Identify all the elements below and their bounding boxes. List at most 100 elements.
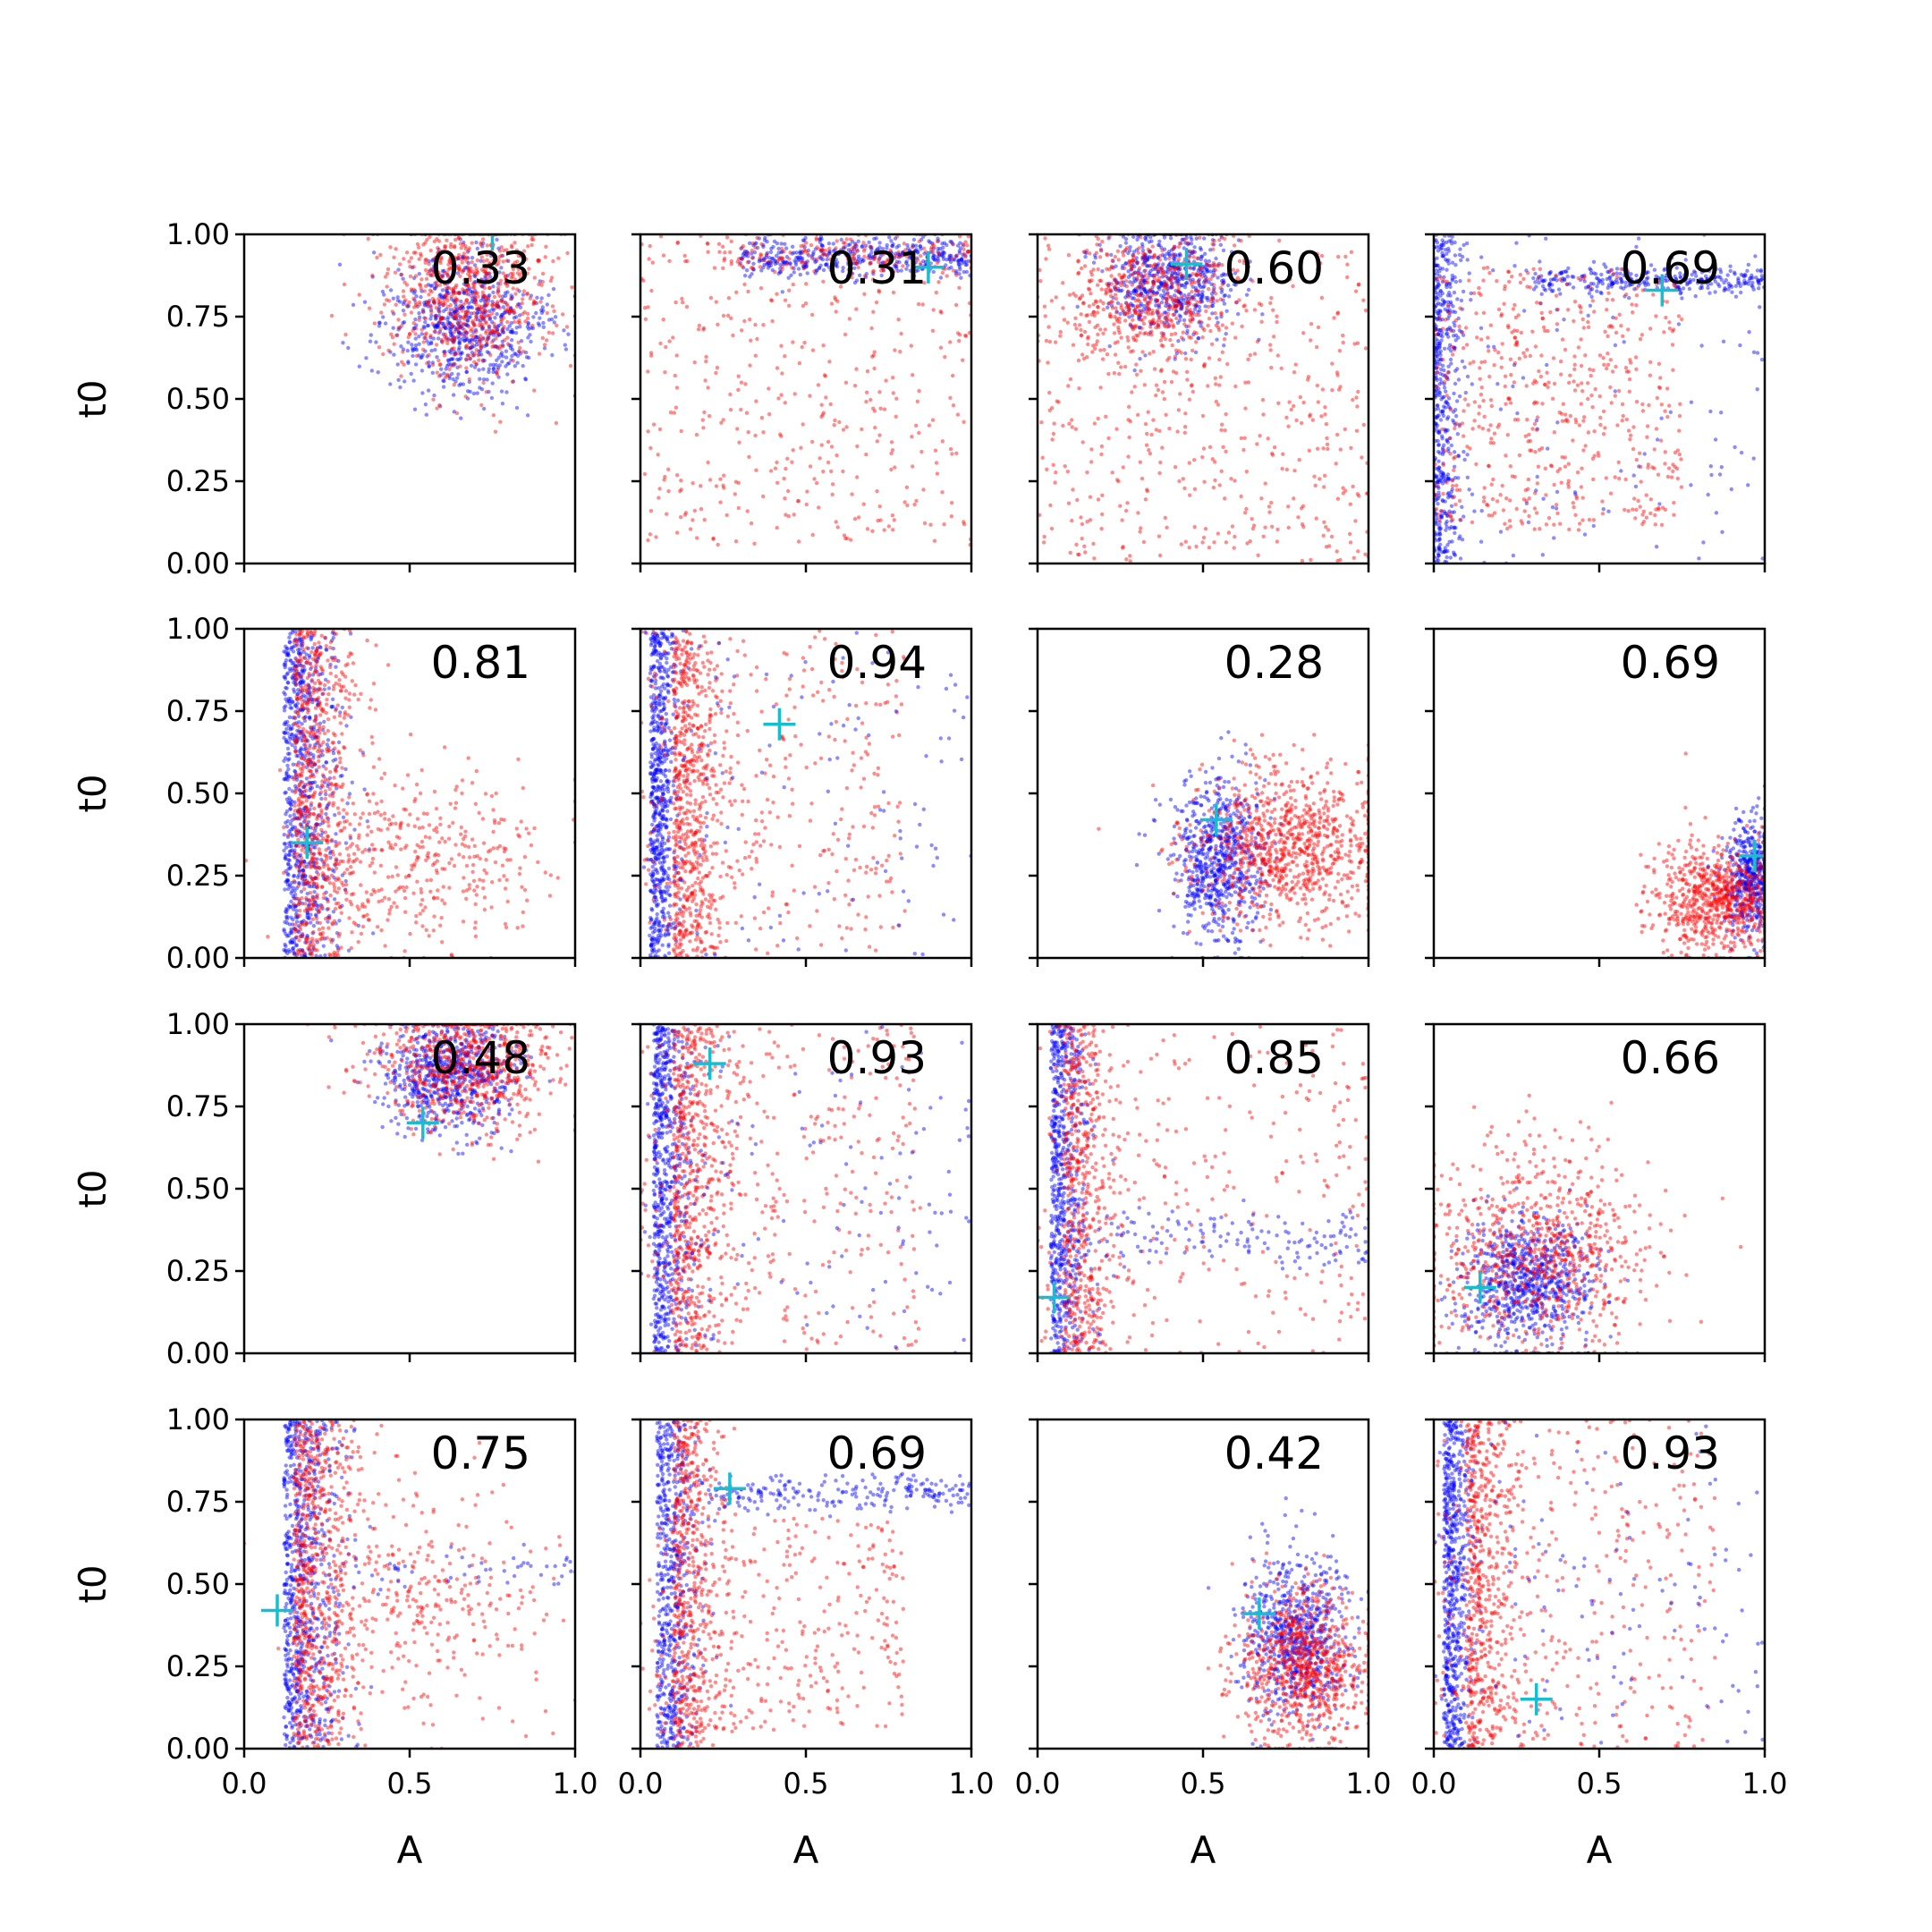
point-blue xyxy=(1562,276,1567,281)
point-blue xyxy=(1453,324,1457,328)
point-blue xyxy=(1453,408,1458,412)
point-red xyxy=(784,262,789,267)
point-red xyxy=(453,313,457,318)
point-red xyxy=(1165,358,1170,362)
point-red xyxy=(479,311,485,316)
point-red xyxy=(1053,480,1057,485)
point-red xyxy=(911,464,915,469)
point-blue xyxy=(1690,272,1694,277)
point-red xyxy=(852,517,858,521)
point-red xyxy=(417,257,421,261)
point-red xyxy=(1066,253,1072,258)
point-blue xyxy=(425,354,429,359)
point-red xyxy=(434,284,439,288)
point-red xyxy=(874,300,879,305)
point-red xyxy=(1158,338,1164,343)
point-red xyxy=(462,322,467,326)
point-blue xyxy=(523,377,529,382)
point-red xyxy=(1337,349,1343,353)
point-red xyxy=(1107,301,1112,306)
point-red xyxy=(446,262,451,267)
point-red xyxy=(1151,418,1156,422)
point-red xyxy=(898,350,902,354)
point-red xyxy=(931,308,936,312)
point-red xyxy=(1129,259,1133,264)
point-blue xyxy=(1606,269,1610,275)
point-blue xyxy=(869,250,874,255)
point-blue xyxy=(1236,311,1241,317)
point-blue xyxy=(1434,366,1439,370)
point-blue xyxy=(1561,269,1565,275)
point-blue xyxy=(1248,259,1252,264)
point-red xyxy=(470,269,476,274)
point-blue xyxy=(1674,276,1679,282)
point-red xyxy=(1335,370,1340,375)
point-blue xyxy=(1441,373,1445,377)
point-red xyxy=(1212,264,1216,269)
point-blue xyxy=(1739,272,1744,277)
point-red xyxy=(1120,518,1124,522)
point-red xyxy=(740,264,744,268)
point-red xyxy=(1270,453,1275,457)
point-blue xyxy=(1138,293,1143,298)
point-blue xyxy=(962,269,966,275)
point-red xyxy=(1284,415,1289,419)
point-red xyxy=(1279,366,1284,370)
point-blue xyxy=(1446,491,1451,496)
point-red xyxy=(439,275,444,281)
point-blue xyxy=(465,396,470,401)
point-red xyxy=(466,267,470,273)
point-blue xyxy=(1440,434,1445,438)
point-blue xyxy=(1209,303,1214,309)
point-red xyxy=(438,317,444,321)
point-red xyxy=(1061,306,1065,310)
point-blue xyxy=(778,262,783,267)
point-blue xyxy=(508,305,513,310)
point-blue xyxy=(500,339,504,343)
point-red xyxy=(518,273,522,277)
point-blue xyxy=(1713,279,1718,284)
point-blue xyxy=(1166,324,1172,329)
point-blue xyxy=(1175,276,1180,281)
point-red xyxy=(1355,341,1360,345)
point-blue xyxy=(1453,309,1458,315)
point-red xyxy=(1088,287,1092,292)
point-blue xyxy=(1164,301,1169,305)
point-red xyxy=(1205,276,1209,282)
point-red xyxy=(450,346,454,352)
point-blue xyxy=(954,269,959,274)
point-red xyxy=(1119,335,1123,340)
point-red xyxy=(479,402,484,408)
point-red xyxy=(800,344,804,350)
point-blue xyxy=(449,351,453,355)
point-red xyxy=(706,460,710,465)
point-blue xyxy=(459,351,463,355)
point-red xyxy=(848,538,853,542)
point-blue xyxy=(1448,357,1453,362)
point-red xyxy=(458,274,462,278)
point-blue xyxy=(500,360,504,364)
point-blue xyxy=(1460,538,1465,542)
point-red xyxy=(1160,335,1165,339)
point-blue xyxy=(496,375,501,379)
point-blue xyxy=(1436,390,1441,394)
point-red xyxy=(801,267,806,271)
point-red xyxy=(498,419,503,424)
point-red xyxy=(1142,252,1147,257)
point-red xyxy=(729,258,733,264)
point-blue xyxy=(415,304,419,309)
point-blue xyxy=(1465,475,1470,479)
point-blue xyxy=(852,252,856,257)
point-blue xyxy=(453,352,458,357)
point-red xyxy=(417,318,421,322)
point-blue xyxy=(487,316,493,320)
point-blue xyxy=(420,391,425,395)
point-blue xyxy=(460,351,464,355)
point-blue xyxy=(1437,343,1442,348)
point-red xyxy=(739,257,744,261)
point-blue xyxy=(1437,266,1443,271)
point-blue xyxy=(1133,289,1139,293)
point-blue xyxy=(1756,278,1761,283)
point-blue xyxy=(1205,269,1209,274)
point-blue xyxy=(1183,351,1188,356)
